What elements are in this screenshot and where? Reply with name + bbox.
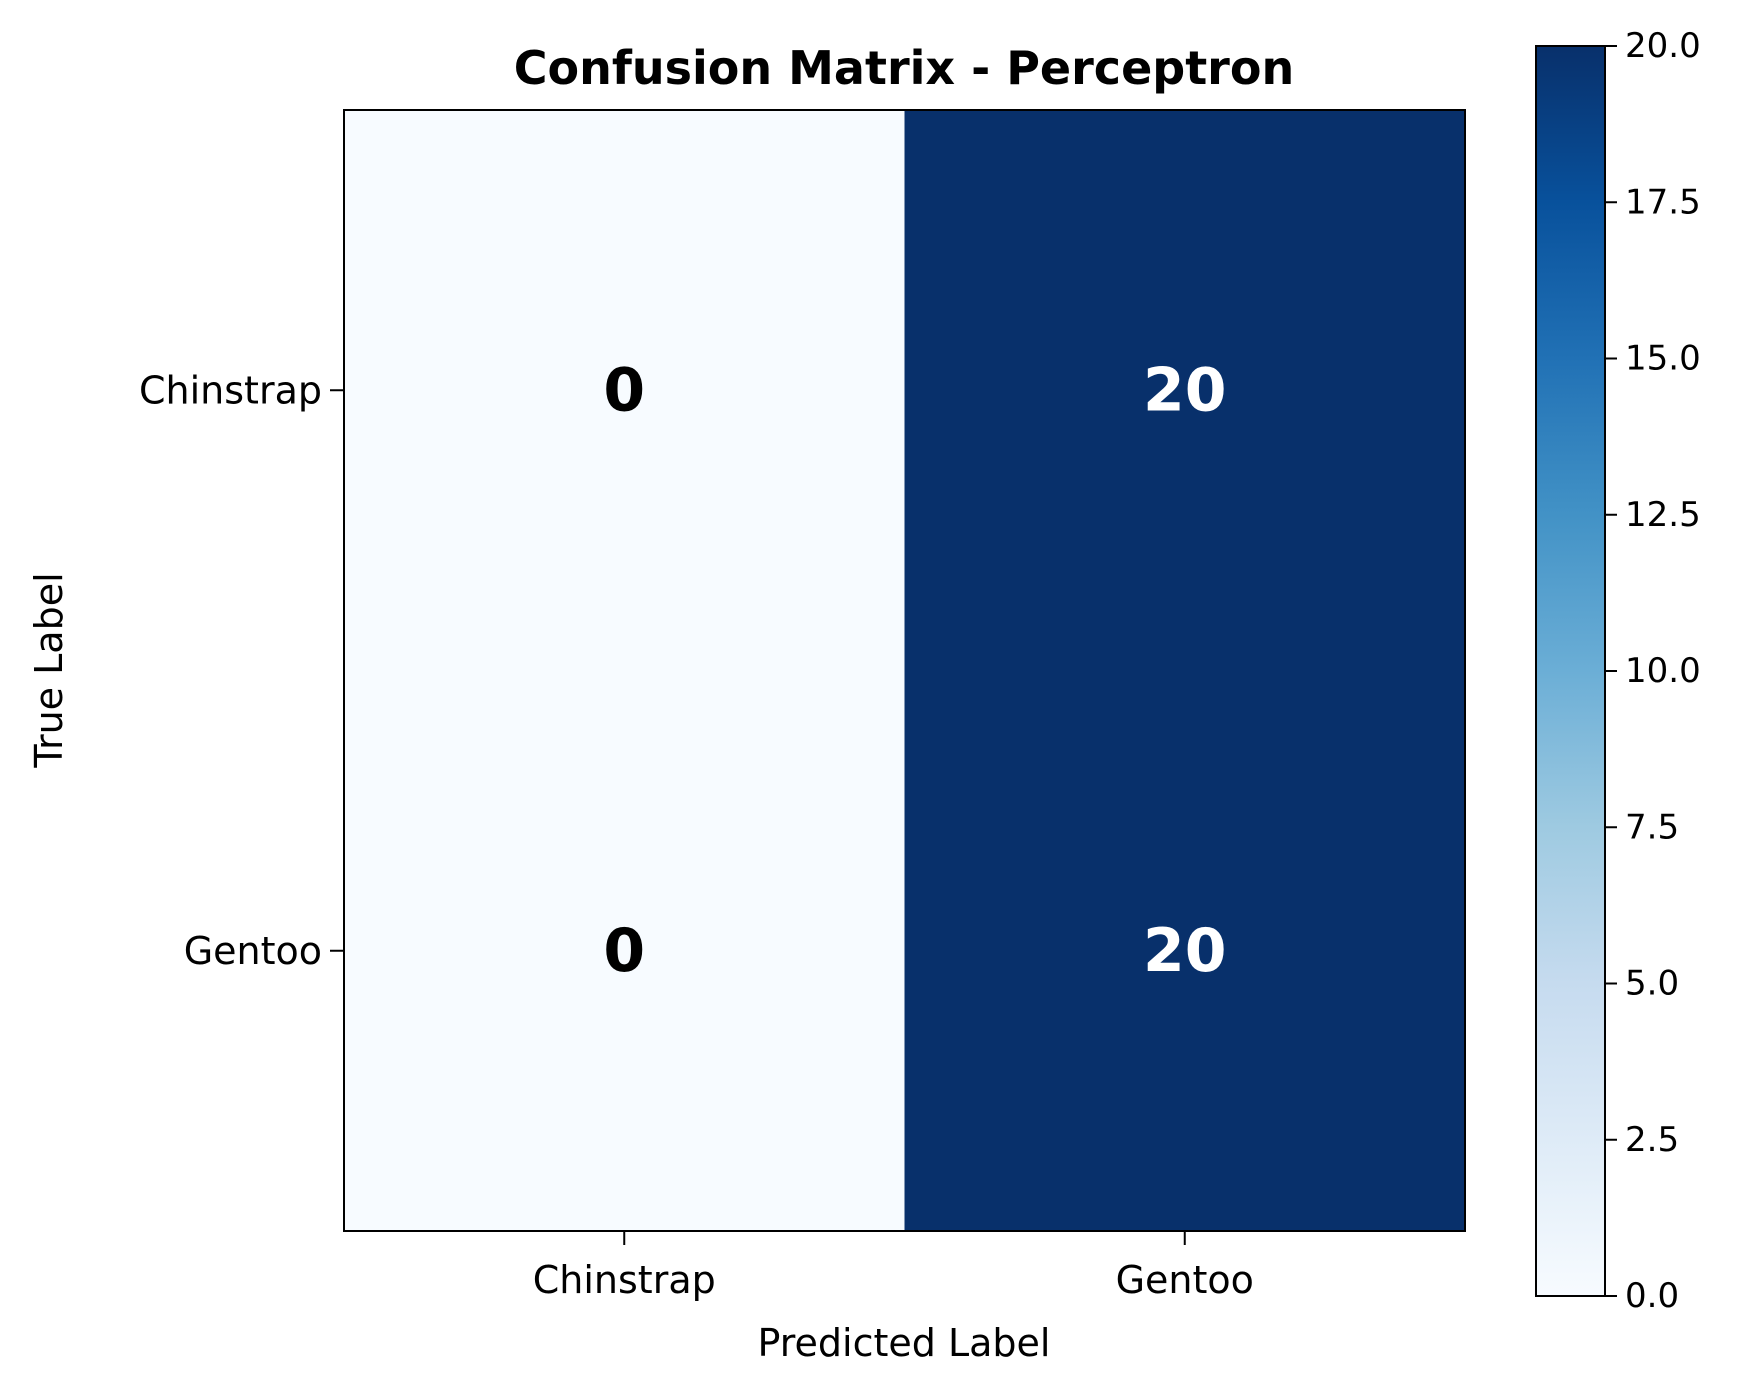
colorbar-tick-label: 12.5 <box>1625 495 1701 535</box>
plot-frame <box>343 109 1466 1232</box>
cell-value-labels: 0 20 0 20 <box>603 355 1226 986</box>
y-tick-label: Gentoo <box>184 929 322 973</box>
x-tick-label: Chinstrap <box>533 1258 716 1302</box>
y-axis-ticks: Chinstrap Gentoo <box>139 368 344 973</box>
colorbar-tick-label: 2.5 <box>1625 1120 1679 1160</box>
colorbar-tick-label: 10.0 <box>1625 651 1701 691</box>
colorbar-ticks: 0.0 2.5 5.0 7.5 10.0 12.5 15.0 17.5 20.0 <box>1605 26 1701 1316</box>
colorbar-tick-label: 7.5 <box>1625 807 1679 847</box>
colorbar-tick-label: 5.0 <box>1625 964 1679 1004</box>
cell-value-label: 0 <box>603 355 645 425</box>
chart-title: Confusion Matrix - Perceptron <box>514 41 1294 95</box>
x-tick-label: Gentoo <box>1116 1258 1254 1302</box>
heatmap-cells <box>344 110 1465 1231</box>
y-axis-label: True Label <box>27 572 71 768</box>
y-tick-label: Chinstrap <box>139 368 322 412</box>
colorbar-tick-label: 15.0 <box>1625 339 1701 379</box>
heatmap-cell <box>904 110 1465 671</box>
heatmap-cell <box>344 110 905 671</box>
heatmap-cell <box>904 670 1465 1231</box>
cell-value-label: 20 <box>1143 916 1227 986</box>
colorbar-tick-label: 0.0 <box>1625 1276 1679 1316</box>
colorbar-tick-label: 17.5 <box>1625 182 1701 222</box>
cell-value-label: 0 <box>603 916 645 986</box>
x-axis-label: Predicted Label <box>758 1321 1051 1365</box>
cell-value-label: 20 <box>1143 355 1227 425</box>
x-axis-ticks: Chinstrap Gentoo <box>533 1231 1254 1302</box>
colorbar-tick-label: 20.0 <box>1625 26 1701 66</box>
heatmap-cell <box>344 670 905 1231</box>
colorbar <box>1535 45 1606 1297</box>
